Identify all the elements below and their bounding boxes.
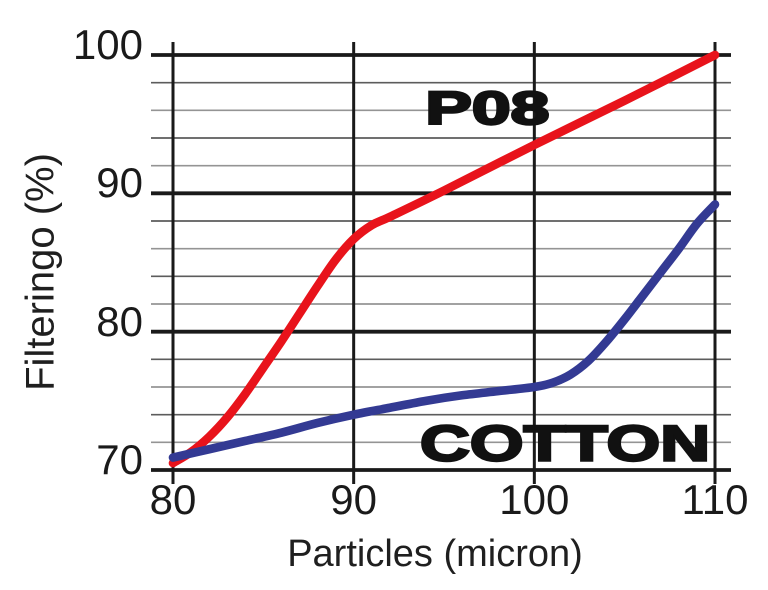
x-tick-label: 110 [681,476,749,523]
series-label-cotton: COTTON [420,415,710,471]
x-tick-label: 90 [330,476,378,523]
x-axis-title: Particles (micron) [287,533,583,575]
y-tick-label: 80 [96,297,143,345]
series-line-p08 [168,50,720,468]
x-tick-label: 80 [149,476,197,523]
series-label-p08: P08 [425,82,549,134]
series-line-cotton [168,200,720,462]
y-tick-label: 70 [96,436,143,483]
y-tick-label: 100 [72,21,143,68]
x-tick-label: 100 [499,476,570,523]
y-tick-label: 90 [96,159,143,207]
y-axis-title: Filteringo (%) [18,153,63,391]
